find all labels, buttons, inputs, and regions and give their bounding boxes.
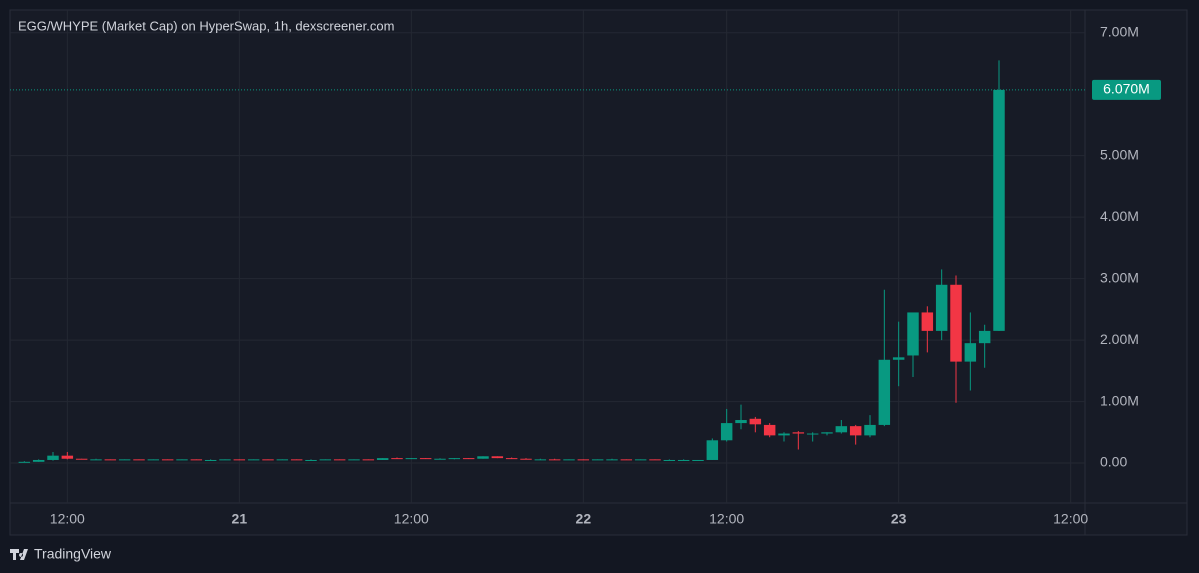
candle-body [391,458,403,460]
candle-body [634,459,647,461]
y-tick-label: 1.00M [1100,392,1139,408]
candle-body [663,459,676,461]
candle-body [878,359,891,425]
candle-body [548,459,561,461]
y-tick-label: 2.00M [1100,331,1139,347]
candle-body [233,459,246,461]
candle-body [348,459,360,461]
candle-body [262,459,274,461]
candle-body [563,459,575,461]
candle-body [821,432,833,434]
y-tick-label: 7.00M [1100,23,1139,39]
candle-body [964,343,977,362]
x-tick-label: 12:00 [1053,511,1088,527]
candle-body [864,424,876,436]
candle-body [606,459,618,461]
price-label: 6.070M [1103,81,1150,97]
candle-body [505,458,518,460]
candle-body [190,459,203,461]
candle-body [720,423,733,441]
brand-logo [10,549,28,560]
candle-body [290,459,303,461]
candle-body [935,284,948,331]
candle-body [591,459,604,461]
candle-body [161,459,174,461]
chart-title: EGG/WHYPE (Market Cap) on HyperSwap, 1h,… [18,18,394,33]
x-tick-label: 22 [576,511,592,527]
candle-body [907,312,919,356]
candle-body [118,459,131,461]
candle-body [376,458,389,460]
y-tick-label: 0.00 [1100,454,1127,470]
candle-body [577,459,590,461]
candle-body [61,455,74,459]
candle-body [176,459,188,461]
candle-body [104,459,117,461]
candle-body [477,456,489,459]
candle-body [892,357,905,360]
candle-body [534,459,547,461]
grid [10,10,1085,503]
y-tick-label: 5.00M [1100,146,1139,162]
candle-body [763,424,776,436]
candle-body [75,458,88,460]
x-tick-label: 12:00 [50,511,85,527]
candle-body [405,458,418,460]
candle-body [319,459,332,461]
candle-body [18,461,31,463]
brand-name: TradingView [34,546,112,562]
candle-body [276,459,289,461]
y-tick-label: 4.00M [1100,208,1139,224]
candle-body [247,459,260,461]
candle-body [677,459,690,461]
candle-body [462,458,475,460]
candle-body [491,456,504,459]
candle-body [921,312,934,331]
price-label-box [1092,79,1161,100]
candle-body [993,89,1005,331]
candle-body [204,459,217,461]
candle-body [305,459,317,461]
x-tick-label: 12:00 [394,511,429,527]
candle-body [333,459,346,461]
candle-body [620,459,633,461]
candle-body [792,432,805,434]
x-tick-label: 12:00 [709,511,744,527]
candle-body [806,433,819,435]
candle-body [90,459,102,461]
candle-body [434,458,446,460]
candle-body [978,330,991,344]
candle-body [147,459,160,461]
candle-body [520,458,532,460]
x-tick-label: 21 [232,511,248,527]
candle-body [835,426,848,433]
y-tick-label: 3.00M [1100,269,1139,285]
candle-body [32,459,45,462]
candle-body [778,433,790,436]
candle-body [448,458,461,460]
candle-body [47,455,59,460]
x-tick-label: 23 [891,511,907,527]
candle-body [133,459,145,461]
candle-body [219,459,231,461]
candle-body [649,459,661,461]
chart-frame [9,9,1188,536]
candle-body [692,459,704,461]
candle-body [706,440,719,460]
candle-body [749,418,762,425]
candle-body [419,458,432,460]
candles [18,60,1005,463]
candle-body [362,459,375,461]
candle-body [735,420,747,424]
candle-body [849,426,862,436]
candle-body [950,284,962,362]
